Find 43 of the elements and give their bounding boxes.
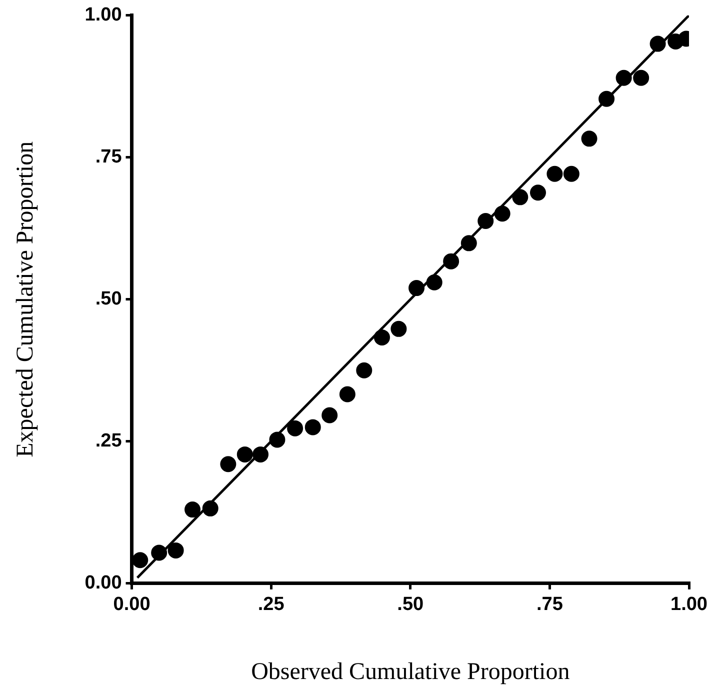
point — [563, 166, 580, 182]
point — [598, 90, 615, 107]
y-tick-label: .50 — [95, 288, 122, 310]
point — [236, 446, 253, 462]
point — [546, 166, 563, 182]
point — [530, 184, 546, 201]
y-axis-title: Expected Cumulative Proportion — [12, 141, 39, 458]
point — [356, 362, 372, 378]
x-tick-label: .25 — [258, 594, 285, 616]
x-tick-label: .50 — [397, 594, 424, 616]
point — [616, 70, 632, 86]
x-tick-label: .75 — [536, 594, 564, 616]
point — [374, 329, 390, 346]
point — [322, 407, 338, 424]
point — [460, 235, 477, 252]
point — [220, 456, 236, 472]
point — [650, 36, 666, 52]
x-axis-title: Observed Cumulative Proportion — [251, 658, 570, 685]
point — [478, 213, 494, 230]
point — [408, 280, 425, 296]
point — [633, 70, 650, 86]
point — [202, 500, 218, 516]
point — [184, 502, 201, 518]
point — [287, 420, 304, 436]
point — [581, 130, 598, 147]
y-tick-label: 0.00 — [84, 572, 122, 594]
point — [339, 386, 356, 402]
x-tick-label: 0.00 — [113, 594, 150, 616]
y-tick-label: 1.00 — [84, 4, 122, 26]
point — [132, 552, 148, 568]
point — [512, 189, 528, 206]
y-tick-label: .25 — [95, 430, 122, 452]
y-tick-label: .75 — [95, 146, 122, 168]
point — [168, 542, 184, 558]
point — [304, 419, 321, 436]
point — [494, 206, 510, 222]
point — [443, 253, 460, 270]
x-tick-label: 1.00 — [670, 594, 708, 616]
point — [390, 320, 407, 337]
point — [151, 544, 168, 561]
point — [252, 446, 268, 462]
point — [426, 274, 442, 290]
point — [269, 432, 286, 448]
